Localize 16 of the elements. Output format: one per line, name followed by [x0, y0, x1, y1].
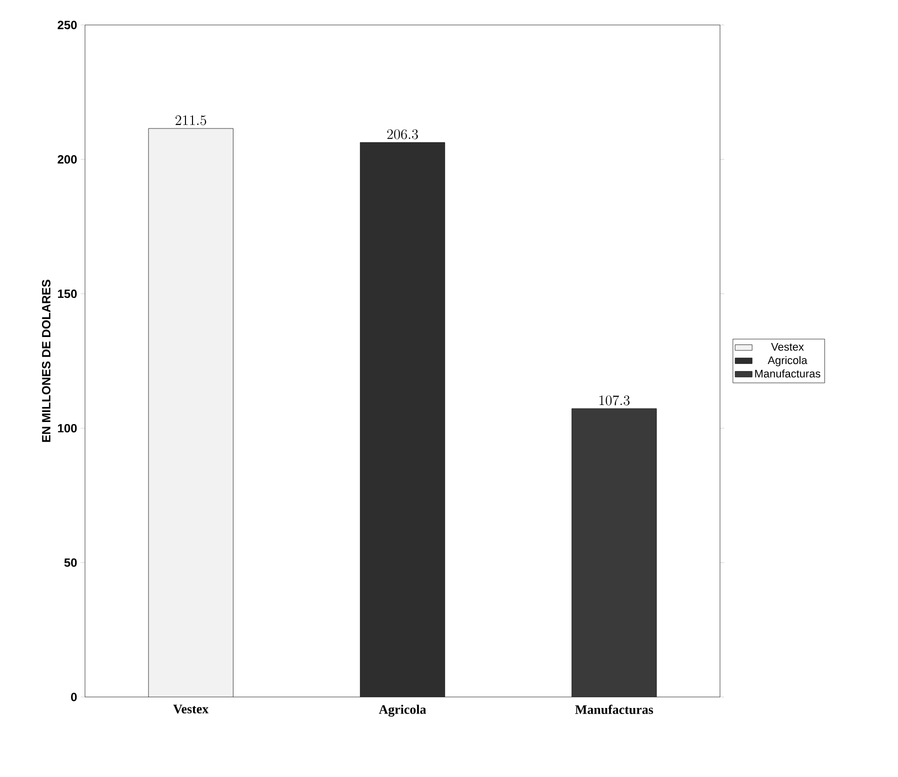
legend-label: Vestex — [771, 343, 804, 351]
legend-label: Agricola — [768, 356, 808, 366]
legend-label: Manufacturas — [755, 370, 820, 378]
x-tick-label: Vestex — [173, 704, 209, 714]
y-tick-label: 200 — [58, 155, 77, 164]
data-label: 206.3 — [387, 129, 418, 140]
y-tick-label: 100 — [58, 424, 77, 432]
y-tick-label: 50 — [64, 558, 77, 567]
x-tick-label: Agricola — [378, 704, 426, 717]
data-label: 107.3 — [599, 395, 630, 406]
y-tick-label: 250 — [58, 20, 77, 30]
y-tick-label: 150 — [58, 290, 77, 298]
x-tick-label: Manufacturas — [575, 704, 654, 714]
y-tick-label: 0 — [71, 692, 77, 702]
y-axis-title: EN MILLONES DE DOLARES — [42, 280, 50, 442]
data-label: 211 .5 — [176, 115, 206, 126]
